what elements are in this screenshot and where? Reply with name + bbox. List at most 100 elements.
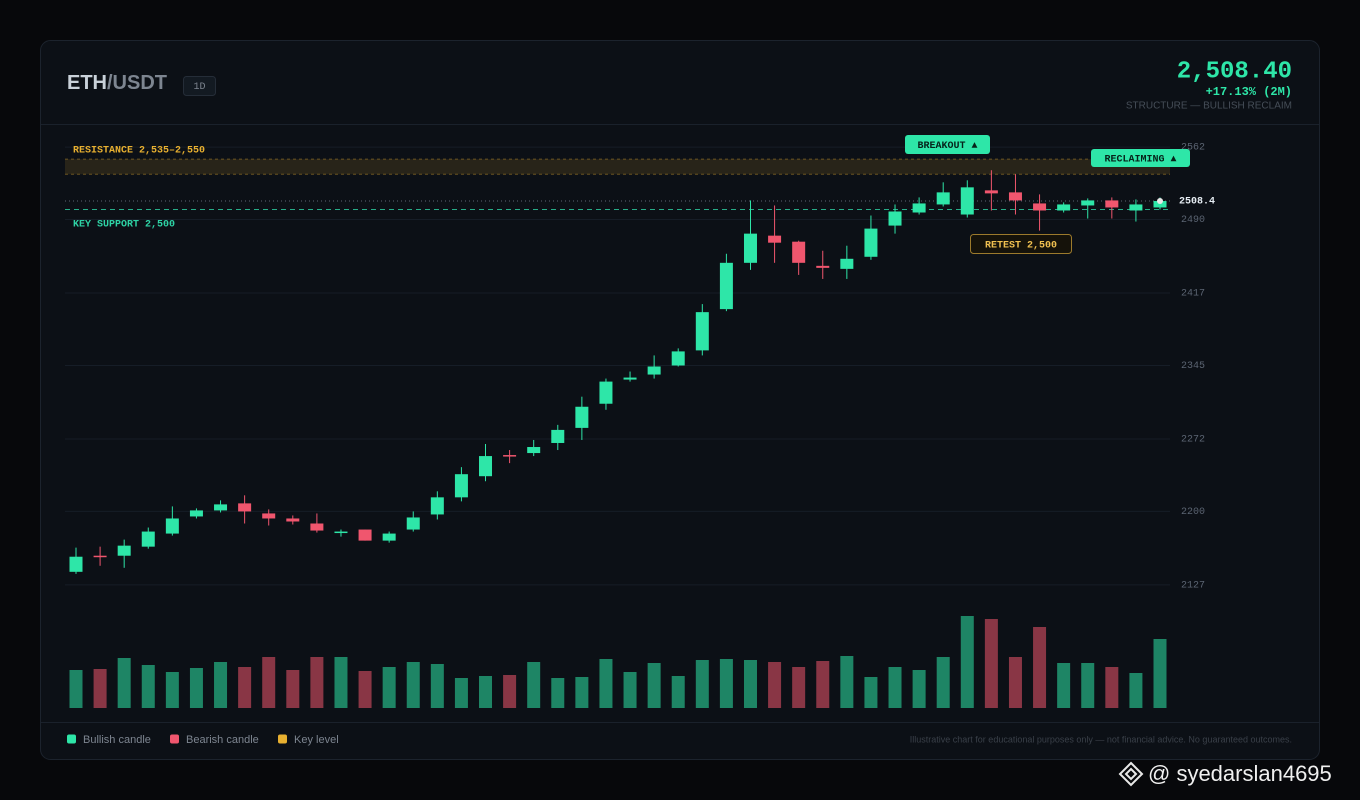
volume-bar [214, 662, 228, 708]
volume-bar [503, 675, 517, 708]
volume-bar [262, 657, 276, 708]
candle-body [816, 265, 830, 268]
volume-bar [840, 656, 854, 708]
volume-bar [1033, 627, 1047, 708]
candle-body [214, 504, 228, 511]
candle-body [1081, 200, 1095, 206]
volume-bar [936, 657, 950, 708]
volume-bar [454, 678, 468, 708]
candle-body [117, 545, 131, 556]
candle-body [454, 474, 468, 498]
y-tick-label: 2417 [1181, 289, 1205, 300]
candle-body [768, 235, 782, 243]
quote: /USDT [107, 72, 167, 94]
resistance-zone [65, 159, 1170, 175]
candle-body [936, 192, 950, 205]
volume-bar [912, 670, 926, 708]
candle-body [984, 190, 998, 194]
breakout-text: BREAKOUT ▲ [917, 141, 977, 152]
volume-bar [984, 619, 998, 708]
volume-bar [864, 677, 878, 708]
legend-swatch [278, 734, 287, 744]
volume-bar [382, 667, 396, 708]
volume-bar [1057, 663, 1071, 708]
volume-bar [1008, 657, 1022, 708]
y-tick-label: 2562 [1181, 143, 1205, 154]
candle-body [358, 529, 372, 541]
candle-body [719, 262, 733, 310]
candle-body [93, 555, 107, 558]
candle-body [1008, 192, 1022, 201]
candle-body [286, 518, 300, 522]
volume-bar [743, 660, 757, 708]
candle-body [1129, 204, 1143, 211]
volume-bar [888, 667, 902, 708]
volume-bar [69, 670, 83, 708]
candle-body [864, 228, 878, 257]
base: ETH [67, 72, 107, 94]
candle-body [695, 312, 709, 351]
last-price-label: 2508.4 [1179, 197, 1215, 208]
support-label: KEY SUPPORT 2,500 [73, 220, 175, 231]
volume-bar [623, 672, 637, 708]
candle-body [623, 377, 637, 380]
legend-label: Key level [294, 734, 339, 746]
candle-body [310, 523, 324, 531]
structure: STRUCTURE — BULLISH RECLAIM [1126, 101, 1292, 112]
watermark: @ syedarslan4695 [1148, 761, 1332, 786]
candle-body [189, 510, 203, 517]
volume-bar [479, 676, 493, 708]
legend-label: Bearish candle [186, 734, 259, 746]
candle-body [262, 513, 276, 519]
retest-tag [970, 234, 1072, 254]
volume-bar [647, 663, 661, 708]
volume-bar [575, 677, 589, 708]
candle-body [551, 429, 565, 443]
retest-text: RETEST 2,500 [985, 241, 1057, 252]
interval-badge[interactable] [183, 76, 216, 96]
resistance-label: RESISTANCE 2,535–2,550 [73, 146, 205, 157]
candle-body [1153, 201, 1167, 208]
interval: 1D [193, 82, 205, 93]
volume-bar [165, 672, 179, 708]
volume-bar [189, 668, 203, 708]
y-tick-label: 2127 [1181, 581, 1205, 592]
volume-bar [551, 678, 565, 708]
candle-body [647, 366, 661, 375]
volume-bar [1105, 667, 1119, 708]
candle-body [503, 455, 517, 457]
candle-body [960, 187, 974, 215]
candle-body [599, 381, 613, 404]
candle-body [69, 556, 83, 572]
volume-bar [695, 660, 709, 708]
candle-body [912, 203, 926, 213]
volume-bar [358, 671, 372, 708]
volume-bar [1129, 673, 1143, 708]
volume-bar [816, 661, 830, 708]
candle-body [479, 456, 493, 477]
y-tick-label: 2490 [1181, 215, 1205, 226]
volume-bar [406, 662, 420, 708]
candle-body [792, 241, 806, 263]
last-price-dot [1157, 198, 1163, 205]
candle-body [743, 233, 757, 263]
volume-bar [768, 662, 782, 708]
candle-body [1033, 203, 1047, 211]
volume-bar [671, 676, 685, 708]
candle-body [165, 518, 179, 534]
legend-swatch [67, 734, 76, 744]
base-symbol: ETH/USDT [67, 72, 167, 94]
candle-body [430, 497, 444, 515]
price: 2,508.40 [1177, 58, 1292, 85]
volume-bar [719, 659, 733, 708]
reclaiming-text: RECLAIMING ▲ [1104, 155, 1176, 166]
volume-bar [599, 659, 613, 708]
legend-swatch [170, 734, 179, 744]
disclaimer: Illustrative chart for educational purpo… [910, 734, 1292, 744]
candle-body [1057, 204, 1071, 211]
volume-bar [1081, 663, 1095, 708]
volume-bar [960, 616, 974, 708]
candle-body [888, 211, 902, 226]
candle-body [406, 517, 420, 530]
candle-body [575, 406, 589, 428]
